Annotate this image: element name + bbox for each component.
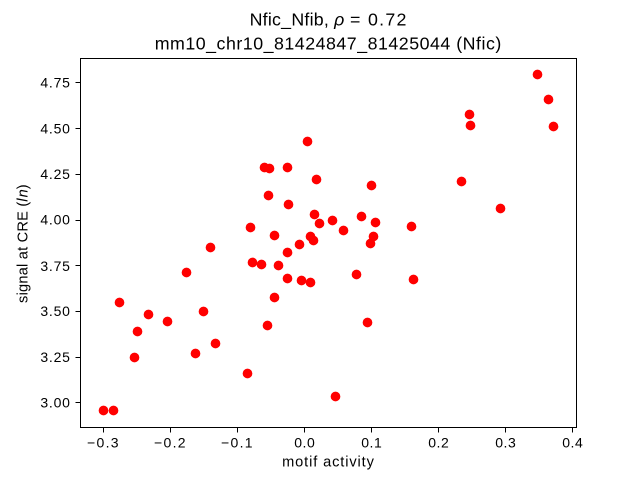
svg-text:−0.2: −0.2 xyxy=(154,435,186,451)
svg-text:0.0: 0.0 xyxy=(294,435,315,451)
svg-text:0.3: 0.3 xyxy=(495,435,516,451)
svg-text:motif activity: motif activity xyxy=(282,455,375,471)
svg-text:3.75: 3.75 xyxy=(40,258,70,274)
svg-text:3.50: 3.50 xyxy=(40,303,70,319)
svg-text:0.4: 0.4 xyxy=(562,435,583,451)
svg-text:signal at CRE (: signal at CRE ( xyxy=(16,202,32,303)
svg-text:4.25: 4.25 xyxy=(40,166,70,182)
svg-text:4.00: 4.00 xyxy=(40,212,70,228)
svg-text:= 0.72: = 0.72 xyxy=(350,10,406,30)
svg-text:4.50: 4.50 xyxy=(40,121,70,137)
svg-text:mm10_chr10_81424847_81425044 (: mm10_chr10_81424847_81425044 (Nfic) xyxy=(155,34,502,55)
svg-text:3.25: 3.25 xyxy=(40,349,70,365)
svg-text:ρ: ρ xyxy=(333,10,344,30)
svg-text:0.1: 0.1 xyxy=(361,435,382,451)
svg-text:0.2: 0.2 xyxy=(428,435,449,451)
svg-text:): ) xyxy=(16,184,32,189)
svg-text:4.75: 4.75 xyxy=(40,75,70,91)
svg-text:−0.1: −0.1 xyxy=(221,435,253,451)
svg-text:ln: ln xyxy=(16,189,32,202)
svg-text:−0.3: −0.3 xyxy=(87,435,119,451)
svg-text:Nfic_Nfib,: Nfic_Nfib, xyxy=(250,10,329,31)
svg-text:3.00: 3.00 xyxy=(40,395,70,411)
